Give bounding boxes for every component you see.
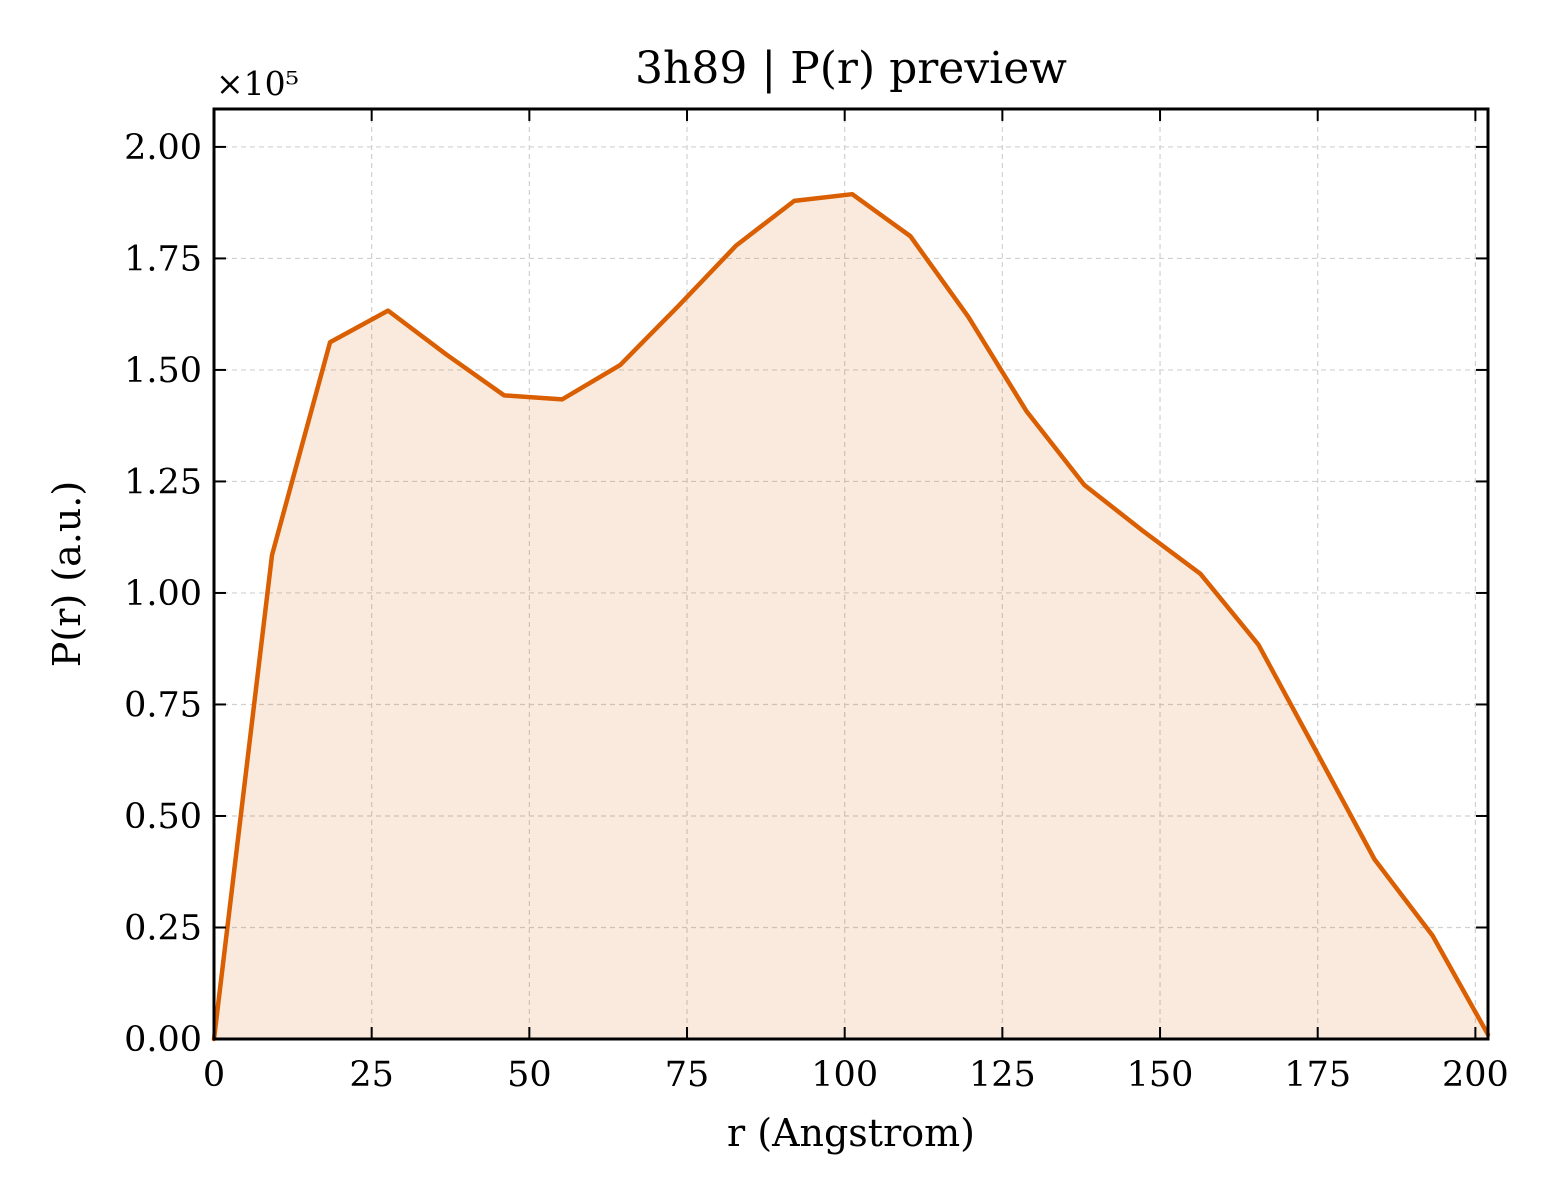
x-tick-label: 150: [1127, 1055, 1194, 1095]
x-tick-label: 175: [1284, 1055, 1351, 1095]
x-tick-label: 50: [507, 1055, 552, 1095]
y-axis-label: P(r) (a.u.): [45, 481, 89, 667]
x-tick-label: 0: [203, 1055, 225, 1095]
data-point: [1200, 573, 1201, 574]
data-point: [1432, 935, 1433, 936]
x-tick-label: 25: [349, 1055, 394, 1095]
data-point: [910, 236, 911, 237]
x-tick-label: 200: [1442, 1055, 1509, 1095]
x-tick-label: 75: [665, 1055, 710, 1095]
data-point: [272, 555, 273, 556]
y-tick-label: 1.25: [124, 462, 202, 502]
data-point: [330, 342, 331, 343]
series-area-fill: [214, 194, 1488, 1040]
y-tick-label: 0.50: [124, 797, 202, 837]
data-point: [1026, 410, 1027, 411]
data-point: [736, 245, 737, 246]
data-point: [446, 354, 447, 355]
x-tick-label: 125: [969, 1055, 1036, 1095]
data-point: [1316, 751, 1317, 752]
y-tick-label: 1.75: [124, 239, 202, 279]
chart-title: 3h89 | P(r) preview: [635, 43, 1067, 94]
series-line: [211, 191, 1491, 1042]
y-multiplier-label: ×10⁵: [216, 64, 299, 103]
y-tick-label: 0.00: [124, 1020, 202, 1060]
area-fill-layer: [214, 194, 1488, 1040]
plot-frame: [212, 107, 1490, 1041]
data-point: [852, 194, 853, 195]
data-point: [1258, 644, 1259, 645]
grid-lines: [213, 109, 1488, 1040]
x-tick-label: 100: [811, 1055, 878, 1095]
y-tick-label: 1.00: [124, 574, 202, 614]
data-point: [562, 399, 563, 400]
line-layer: [211, 191, 1491, 1042]
data-point: [678, 306, 679, 307]
data-point: [1142, 530, 1143, 531]
data-point: [794, 200, 795, 201]
data-point: [388, 310, 389, 311]
y-tick-label: 1.50: [124, 351, 202, 391]
y-tick-label: 2.00: [124, 128, 202, 168]
data-point: [504, 395, 505, 396]
y-tick-label: 0.25: [124, 908, 202, 948]
ticks: 0 25 50 75 100 125 150 175 200 0.00 0.25 0.50 0.75 1.…: [124, 109, 1509, 1095]
data-point: [620, 365, 621, 366]
data-point: [1374, 859, 1375, 860]
x-axis-label: r (Angstrom): [727, 1111, 975, 1155]
data-point: [1084, 485, 1085, 486]
data-point: [968, 316, 969, 317]
y-tick-label: 0.75: [124, 685, 202, 725]
